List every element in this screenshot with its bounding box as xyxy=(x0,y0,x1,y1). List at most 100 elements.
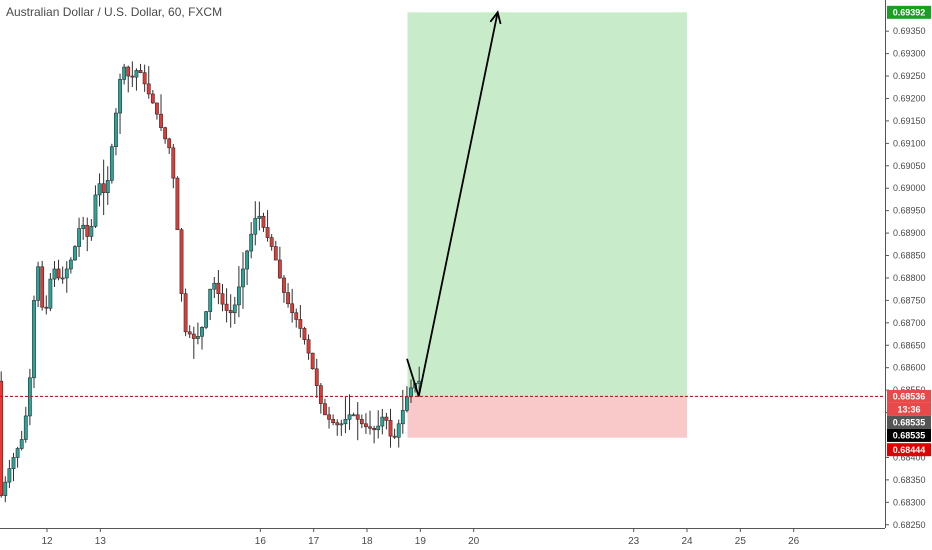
candle-body xyxy=(384,416,389,421)
candle xyxy=(138,63,143,74)
candle xyxy=(130,61,135,88)
candle xyxy=(105,166,110,205)
candle xyxy=(232,296,237,325)
price-marker-badge-2-text: 0.68535 xyxy=(893,431,926,441)
candle-body xyxy=(417,380,422,384)
candle xyxy=(282,275,286,303)
candle-body xyxy=(142,72,147,85)
y-tick-label: 0.68250 xyxy=(893,520,926,530)
candle-body xyxy=(269,237,274,247)
candle xyxy=(347,394,352,430)
loss-zone[interactable] xyxy=(407,396,688,438)
candle xyxy=(294,308,299,328)
y-tick-label: 0.69100 xyxy=(893,138,926,148)
arrow-head[interactable] xyxy=(489,10,502,25)
stop-loss-badge-text: 0.68444 xyxy=(893,445,926,455)
countdown-badge: 13:36 xyxy=(887,402,931,416)
candle-body xyxy=(359,419,364,425)
candle xyxy=(380,408,385,435)
candle xyxy=(191,326,196,359)
candle xyxy=(85,217,90,252)
candle-body xyxy=(85,224,90,237)
candle xyxy=(298,305,303,338)
candle xyxy=(15,446,20,468)
candle-body xyxy=(380,416,385,427)
candle-body xyxy=(339,423,344,426)
candle xyxy=(253,201,258,246)
candle xyxy=(302,326,307,345)
candle xyxy=(343,396,348,434)
candle-body xyxy=(159,113,163,128)
candle xyxy=(384,412,389,430)
candle xyxy=(32,295,36,389)
candle-body xyxy=(191,333,196,339)
candle xyxy=(114,108,118,156)
candle-body xyxy=(52,268,57,280)
candle xyxy=(290,288,295,323)
candle xyxy=(134,68,139,91)
x-tick-label: 16 xyxy=(255,536,267,547)
candle xyxy=(73,245,77,261)
position-zones[interactable] xyxy=(407,12,688,438)
candle xyxy=(64,261,69,293)
candle-body xyxy=(335,422,340,426)
candle-body xyxy=(376,425,381,431)
candle-body xyxy=(351,414,356,417)
candle xyxy=(3,476,8,503)
candle xyxy=(261,212,266,232)
candle xyxy=(60,266,65,284)
candle xyxy=(392,428,397,439)
candle-body xyxy=(405,396,409,411)
entry-price-badge-text: 0.68536 xyxy=(893,392,926,402)
candle xyxy=(36,261,40,308)
candle-body xyxy=(212,282,217,290)
candle-body xyxy=(196,335,200,339)
candle-body xyxy=(150,93,155,104)
candle xyxy=(23,406,28,443)
candle xyxy=(7,459,12,489)
candle-body xyxy=(0,380,4,496)
candle-body xyxy=(302,328,307,340)
candle xyxy=(257,201,262,231)
candle-body xyxy=(167,138,172,149)
candle xyxy=(150,90,155,104)
candle xyxy=(159,94,163,132)
time-axis[interactable]: 12 13 16 17 18 19 20 23 24 25 26 xyxy=(41,528,800,547)
candle xyxy=(286,283,290,308)
candle xyxy=(318,383,323,414)
candle xyxy=(48,272,53,312)
candle-body xyxy=(257,215,262,219)
candle xyxy=(359,414,364,429)
candle xyxy=(200,326,204,350)
profit-zone[interactable] xyxy=(407,12,688,397)
price-marker-badge-2: 0.68535 xyxy=(887,428,931,442)
y-tick-label: 0.69300 xyxy=(893,49,926,59)
candle-body xyxy=(73,246,77,261)
candle xyxy=(400,389,405,434)
candle-body xyxy=(331,419,336,423)
candle xyxy=(179,228,184,302)
candle-body xyxy=(286,292,290,305)
candle-body xyxy=(155,102,159,115)
arrow-path[interactable] xyxy=(406,12,499,397)
take-profit-badge: 0.69392 xyxy=(887,5,931,19)
y-tick-label: 0.68650 xyxy=(893,340,926,350)
candle-body xyxy=(77,228,81,247)
candle-body xyxy=(97,183,102,196)
candle-body xyxy=(138,70,143,73)
trade-arrow[interactable] xyxy=(406,10,502,397)
candle xyxy=(196,322,200,345)
x-tick-label: 26 xyxy=(788,536,800,547)
candle xyxy=(204,310,209,330)
y-tick-label: 0.68800 xyxy=(893,273,926,283)
candle-body xyxy=(261,215,266,228)
price-marker-badge: 0.68535 xyxy=(887,415,931,429)
countdown-badge-bg xyxy=(887,402,931,416)
y-tick-label: 0.68400 xyxy=(893,452,926,462)
candle xyxy=(265,210,270,242)
candle-body xyxy=(68,259,73,270)
candle-body xyxy=(23,415,28,440)
candle xyxy=(277,246,282,279)
y-tick-label: 0.68350 xyxy=(893,475,926,485)
